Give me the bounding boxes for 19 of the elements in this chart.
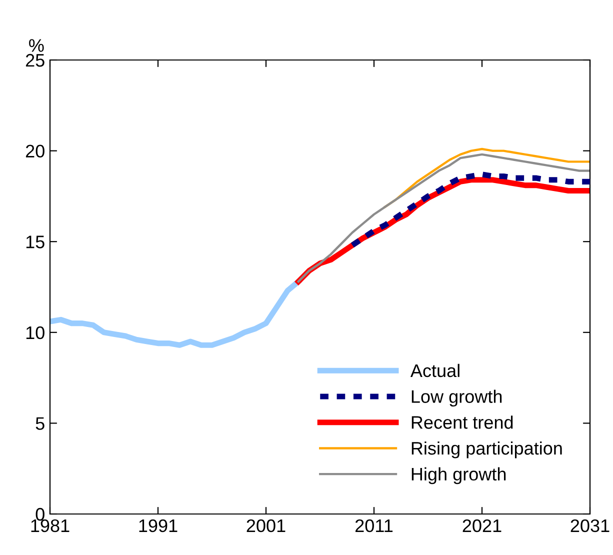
legend-label: Recent trend bbox=[412, 416, 513, 429]
y-tick-label: 10 bbox=[26, 326, 44, 340]
y-axis-title: % bbox=[29, 39, 44, 52]
x-tick-label: 1991 bbox=[139, 519, 178, 532]
y-tick-label: 0 bbox=[36, 508, 44, 521]
line-series bbox=[297, 153, 590, 283]
y-tick-label: 5 bbox=[36, 417, 44, 430]
x-tick-label: 2031 bbox=[570, 519, 610, 532]
legend-label: High growth bbox=[412, 467, 506, 484]
y-tick-label: 25 bbox=[26, 54, 44, 67]
legend-label: Actual bbox=[410, 364, 460, 378]
x-tick-label: 2001 bbox=[246, 519, 286, 532]
legend-label: Rising participation bbox=[412, 441, 562, 458]
x-tick-label: 2021 bbox=[462, 519, 502, 532]
y-tick-label: 15 bbox=[26, 236, 44, 248]
x-tick-label: 2011 bbox=[355, 519, 393, 532]
y-tick-label: 20 bbox=[26, 144, 44, 158]
legend-label: Low growth bbox=[412, 390, 502, 407]
x-tick-label: 1981 bbox=[31, 519, 70, 532]
